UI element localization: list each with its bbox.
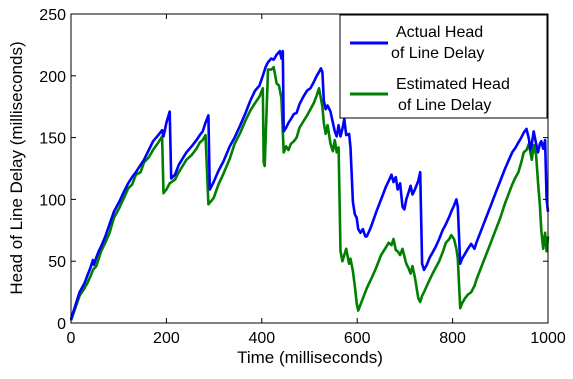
x-tick-label: 0 [67, 330, 76, 347]
legend-label-estimated-line1: Estimated Head [396, 76, 510, 93]
series-line-actual [69, 49, 550, 320]
y-tick-label: 250 [39, 7, 66, 24]
series-line-estimated [69, 65, 550, 321]
x-tick-label: 400 [248, 330, 275, 347]
x-tick-label: 800 [439, 330, 466, 347]
y-tick-label: 150 [39, 131, 66, 148]
series-layer [69, 49, 550, 321]
x-tick-label: 200 [153, 330, 180, 347]
legend-box [339, 14, 548, 119]
x-tick-label: 600 [344, 330, 371, 347]
legend-label-actual-line2: of Line Delay [391, 45, 484, 62]
y-tick-label: 200 [39, 69, 66, 86]
y-tick-label: 50 [48, 254, 66, 271]
ticks-layer: 0 200 400 600 800 1000 0 50 100 150 200 250 [39, 7, 566, 347]
legend-label-actual-line1: Actual Head [396, 24, 483, 41]
y-tick-label: 100 [39, 192, 66, 209]
y-axis-label: Head of Line Delay (milliseconds) [7, 41, 26, 294]
plot-frame [70, 13, 549, 324]
legend-label-estimated-line2: of Line Delay [398, 97, 491, 114]
x-axis-label: Time (milliseconds) [237, 348, 383, 367]
y-tick-label: 0 [57, 316, 66, 333]
legend: Actual Head of Line Delay Estimated Head… [339, 14, 548, 119]
x-tick-label: 1000 [530, 330, 566, 347]
